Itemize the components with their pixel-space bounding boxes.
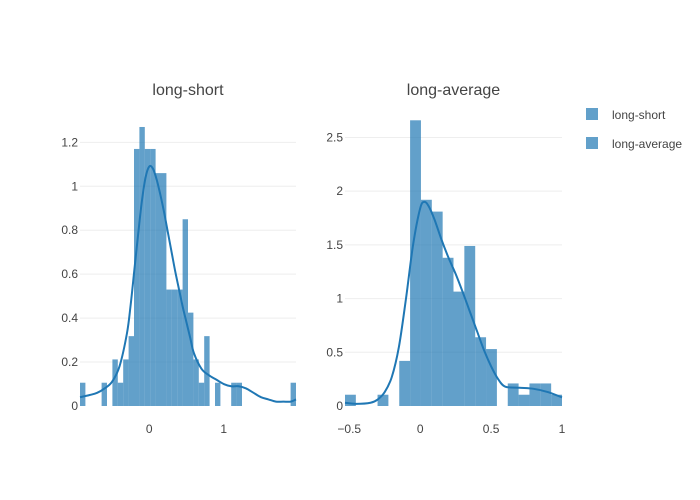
y-tick-label: 0 [71, 399, 78, 413]
x-tick-label: 0 [146, 422, 153, 436]
subplot-grid [345, 136, 562, 353]
density-curve[interactable] [344, 200, 563, 405]
histogram-bar[interactable] [345, 394, 356, 406]
histogram-bar[interactable] [420, 199, 432, 406]
histogram-bar[interactable] [182, 219, 188, 406]
histogram-bar[interactable] [377, 394, 389, 406]
y-tick-label: 0.4 [61, 311, 78, 325]
histogram-bar[interactable] [431, 211, 443, 406]
histogram-bar[interactable] [453, 291, 465, 406]
y-axis-ticks: 0 0.2 0.4 0.6 0.8 1 1.2 [61, 135, 78, 413]
histogram-bar[interactable] [236, 382, 242, 406]
histogram-bar[interactable] [442, 257, 454, 406]
histogram-bar[interactable] [101, 382, 107, 406]
legend-swatch-long-average [586, 137, 598, 149]
histogram-bar[interactable] [518, 394, 530, 406]
y-tick-label: 0 [336, 399, 343, 413]
histogram-bar[interactable] [134, 148, 140, 407]
histogram-bar[interactable] [410, 120, 421, 406]
histogram-bar[interactable] [128, 336, 134, 406]
y-tick-label: 0.5 [326, 345, 343, 359]
histogram-bar[interactable] [464, 245, 476, 406]
histogram-bar[interactable] [80, 382, 86, 406]
y-tick-label: 0.8 [61, 223, 78, 237]
histogram-bar[interactable] [529, 383, 541, 406]
x-tick-label: 0 [417, 422, 424, 436]
y-tick-label: 0.2 [61, 355, 78, 369]
histogram-bar[interactable] [475, 337, 487, 406]
density-curve-group [344, 200, 563, 405]
legend-item-long-average[interactable]: long-average [586, 137, 682, 151]
histogram-bar[interactable] [399, 360, 411, 406]
legend: long-short long-average [586, 108, 682, 151]
x-tick-label: 0.5 [483, 422, 500, 436]
y-tick-label: 2 [336, 184, 343, 198]
density-curve-group [79, 164, 297, 403]
y-tick-label: 1 [336, 292, 343, 306]
histogram-bar[interactable] [551, 394, 562, 406]
histogram-bars [80, 126, 296, 407]
x-tick-label: 1 [220, 422, 227, 436]
histogram-bar[interactable] [112, 359, 118, 406]
x-tick-label: −0.5 [337, 422, 361, 436]
histogram-bar[interactable] [193, 359, 199, 406]
y-tick-label: 1 [71, 179, 78, 193]
histogram-bar[interactable] [540, 383, 552, 406]
histogram-bar[interactable] [171, 289, 178, 406]
histogram-bar[interactable] [290, 382, 296, 406]
histogram-bar[interactable] [166, 289, 172, 406]
histogram-bar[interactable] [144, 148, 151, 407]
subplot-long-average: 0 0.5 1 1.5 2 2.5 −0.5 0 0.5 1 long-average [326, 82, 565, 436]
histogram-bar[interactable] [507, 383, 519, 406]
legend-label-long-short: long-short [612, 108, 666, 122]
y-tick-label: 2.5 [326, 130, 343, 144]
histogram-bar[interactable] [204, 336, 210, 406]
histogram-bar[interactable] [231, 382, 237, 406]
y-tick-label: 0.6 [61, 267, 78, 281]
histogram-bar[interactable] [198, 382, 205, 406]
y-axis-ticks: 0 0.5 1 1.5 2 2.5 [326, 130, 343, 413]
histogram-bar[interactable] [188, 312, 194, 406]
x-tick-label: 1 [559, 422, 566, 436]
y-tick-label: 1.2 [61, 135, 78, 149]
legend-swatch-long-short [586, 108, 598, 120]
subplot-title: long-short [152, 82, 224, 99]
x-axis-ticks: −0.5 0 0.5 1 [337, 422, 565, 436]
histogram-bar[interactable] [139, 126, 145, 406]
legend-label-long-average: long-average [612, 137, 682, 151]
density-curve[interactable] [79, 164, 297, 403]
legend-item-long-short[interactable]: long-short [586, 108, 666, 122]
histogram-bar[interactable] [155, 173, 161, 406]
histogram-bar[interactable] [177, 289, 183, 406]
histogram-bar[interactable] [161, 173, 167, 406]
y-tick-label: 1.5 [326, 238, 343, 252]
histogram-bars [345, 120, 562, 406]
histogram-bar[interactable] [486, 349, 497, 406]
histogram-bar[interactable] [215, 382, 221, 406]
histogram-bar[interactable] [150, 148, 156, 407]
subplot-title: long-average [407, 82, 501, 99]
histogram-bar[interactable] [117, 382, 124, 406]
histogram-bar[interactable] [123, 359, 129, 406]
